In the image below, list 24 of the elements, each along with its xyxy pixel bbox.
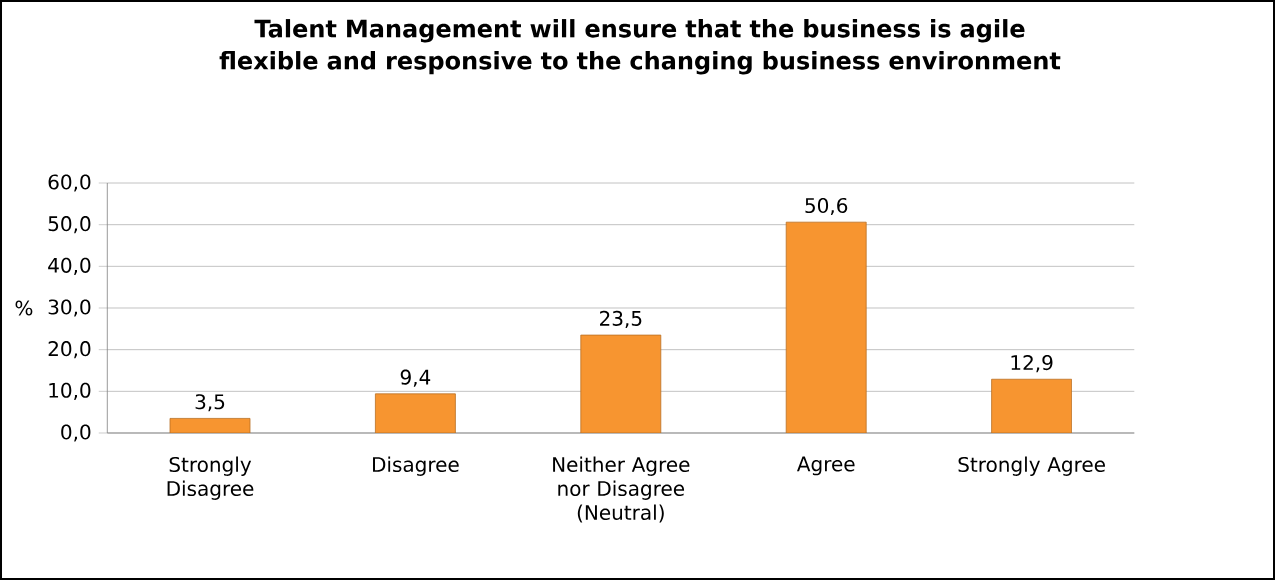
data-label: 9,4	[400, 369, 431, 387]
y-axis-title: %	[15, 300, 33, 316]
data-label: 12,9	[1011, 354, 1053, 373]
bar	[580, 334, 662, 433]
y-tick-label: 0,0	[61, 424, 91, 442]
y-tick-label: 30,0	[48, 299, 91, 317]
x-tick-label: Strongly Disagree	[167, 456, 254, 500]
x-tick-label: Disagree	[373, 456, 459, 476]
x-tick-label: Agree	[796, 456, 855, 476]
x-tick-label: Neither Agree nor Disagree (Neutral)	[553, 456, 690, 523]
bar	[991, 378, 1072, 433]
bar	[169, 418, 251, 433]
x-tick-label: Strongly Agree	[958, 456, 1105, 476]
y-tick-label: 50,0	[48, 216, 91, 234]
chart-title: Talent Management will ensure that the business is agile flexible and responsive to the changing business environment	[219, 19, 1061, 75]
y-tick-label: 60,0	[48, 174, 91, 192]
y-tick-label: 40,0	[48, 257, 91, 275]
data-label: 3,5	[195, 394, 225, 412]
y-tick-label: 20,0	[48, 341, 91, 359]
data-label: 23,5	[600, 310, 642, 329]
bar	[785, 221, 867, 433]
data-label: 50,6	[805, 197, 848, 216]
bar	[375, 393, 456, 433]
y-tick-label: 10,0	[49, 382, 91, 400]
